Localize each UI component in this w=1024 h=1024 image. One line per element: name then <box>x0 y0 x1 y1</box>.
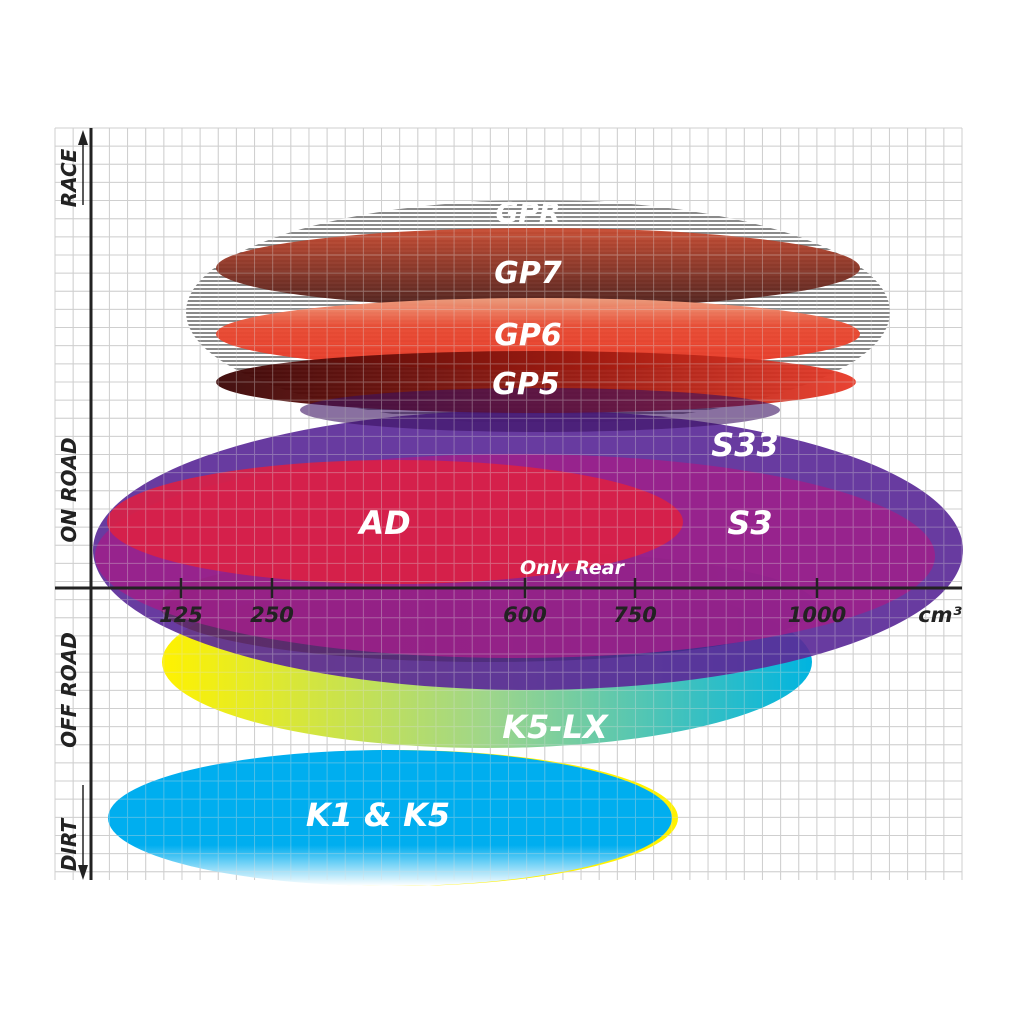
x-tick-label: 600 <box>503 603 547 627</box>
label-gp7: GP7 <box>494 256 562 291</box>
label-gp6: GP6 <box>494 318 562 353</box>
label-only-rear: Only Rear <box>520 557 626 579</box>
y-category-dirt: DIRT <box>57 818 81 872</box>
ellipse-ad <box>107 460 683 584</box>
label-s33: S33 <box>711 426 779 464</box>
y-category-off-road: OFF ROAD <box>57 632 81 748</box>
label-gpr: GPR <box>495 196 560 229</box>
y-category-race: RACE <box>57 148 81 207</box>
arrow-down-icon <box>78 865 88 880</box>
label-ad: AD <box>356 504 410 542</box>
label-s3: S3 <box>727 504 772 542</box>
ellipse-gp6 <box>216 298 860 370</box>
grid-overlay <box>54 127 963 880</box>
label-k1-k5: K1 & K5 <box>306 796 450 834</box>
x-axis-label: cm³ <box>918 603 962 627</box>
x-tick-label: 250 <box>250 603 294 627</box>
x-tick-label: 125 <box>159 603 203 627</box>
x-tick-label: 1000 <box>788 603 846 627</box>
ellipse-gp5-shadow <box>300 388 780 432</box>
x-tick-label: 750 <box>613 603 657 627</box>
ellipse-k1-k5 <box>108 750 672 886</box>
y-category-on-road: ON ROAD <box>57 437 81 542</box>
label-gp5: GP5 <box>492 367 560 402</box>
arrow-up-icon <box>78 130 88 145</box>
ellipse-gp7 <box>216 228 860 308</box>
label-k5-lx: K5-LX <box>502 708 609 746</box>
